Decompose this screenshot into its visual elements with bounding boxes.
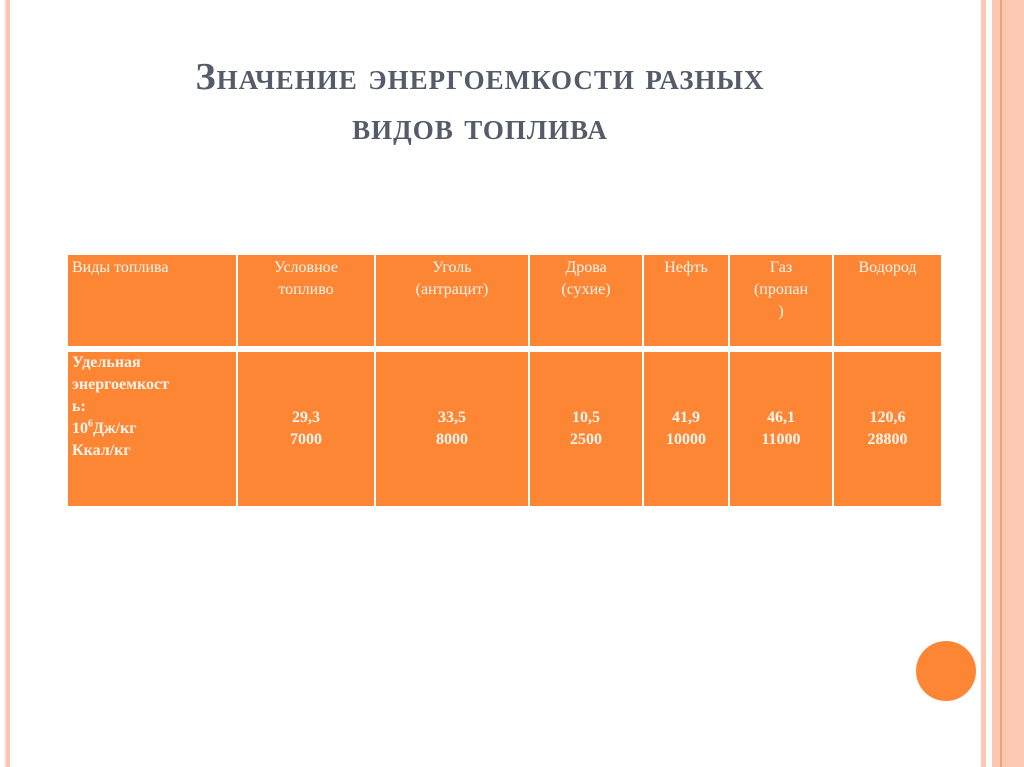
value-mj: 41,9: [672, 409, 700, 426]
value-kcal: 10000: [666, 431, 706, 448]
header-cell-fuel-types: Виды топлива: [66, 253, 238, 350]
header-text: Уголь: [432, 259, 472, 276]
unit-exponent: 6: [88, 418, 93, 430]
decorative-orange-circle: [916, 641, 976, 701]
header-cell-hydrogen: Водород: [832, 253, 943, 350]
value-mj: 10,5: [572, 409, 600, 426]
row-label-unit-kcal: Ккал/кг: [72, 442, 131, 459]
header-cell-firewood: Дрова (сухие): [528, 253, 644, 350]
header-text: топливо: [278, 281, 334, 298]
header-text: Условное: [274, 259, 338, 276]
value-mj: 29,3: [292, 409, 320, 426]
header-cell-standard-fuel: Условное топливо: [236, 253, 376, 350]
value-cell-hydrogen: 120,6 28800: [832, 348, 943, 508]
title-line-1-text: начение энергоемкости разных: [216, 56, 765, 98]
header-text: Виды топлива: [72, 259, 169, 276]
title-initial: З: [195, 56, 217, 98]
value-kcal: 11000: [761, 431, 801, 448]
unit-rest: Дж/кг: [93, 420, 137, 437]
value-kcal: 7000: [290, 431, 322, 448]
right-decor-stripe: [1008, 0, 1024, 767]
fuel-energy-table: Виды топлива Условное топливо Уголь (ант…: [66, 253, 943, 508]
unit-base: 10: [72, 420, 88, 437]
slide-title: Значение энергоемкости разных видов топл…: [70, 52, 890, 152]
header-cell-oil: Нефть: [642, 253, 730, 350]
row-label-text: Удельная: [72, 354, 141, 371]
table-row: Удельная энергоемкост ь: 106Дж/кг Ккал/к…: [66, 348, 943, 508]
header-cell-gas: Газ (пропан ): [728, 253, 834, 350]
value-mj: 33,5: [438, 409, 466, 426]
header-text: (антрацит): [415, 281, 489, 298]
value-cell-oil: 41,9 10000: [642, 348, 730, 508]
row-label-text: энергоемкост: [72, 376, 169, 393]
value-cell-standard-fuel: 29,3 7000: [236, 348, 376, 508]
header-text: Газ: [769, 259, 793, 276]
header-text: Водород: [858, 259, 917, 276]
table-header-row: Виды топлива Условное топливо Уголь (ант…: [66, 253, 943, 350]
value-cell-gas: 46,1 11000: [728, 348, 834, 508]
header-text: (сухие): [561, 281, 611, 298]
left-decor-stripe: [4, 0, 6, 767]
title-line-1: Значение энергоемкости разных: [70, 52, 890, 102]
title-line-2: видов топлива: [352, 106, 608, 148]
value-kcal: 2500: [570, 431, 602, 448]
value-cell-firewood: 10,5 2500: [528, 348, 644, 508]
value-kcal: 28800: [867, 431, 908, 448]
header-text: Нефть: [664, 259, 708, 276]
value-mj: 46,1: [767, 409, 795, 426]
value-cell-coal: 33,5 8000: [374, 348, 530, 508]
value-kcal: 8000: [436, 431, 468, 448]
header-text: ): [778, 303, 784, 320]
header-cell-coal: Уголь (антрацит): [374, 253, 530, 350]
header-text: Дрова: [565, 259, 607, 276]
right-decor-stripe: [981, 0, 986, 767]
right-decor-stripe: [1000, 0, 1002, 767]
header-text: (пропан: [753, 281, 809, 298]
row-label-specific-energy: Удельная энергоемкост ь: 106Дж/кг Ккал/к…: [66, 348, 238, 508]
value-mj: 120,6: [869, 409, 906, 426]
row-label-unit-mj: 106Дж/кг: [72, 418, 232, 440]
left-decor-stripe: [6, 0, 10, 767]
row-label-text: ь:: [72, 398, 86, 415]
